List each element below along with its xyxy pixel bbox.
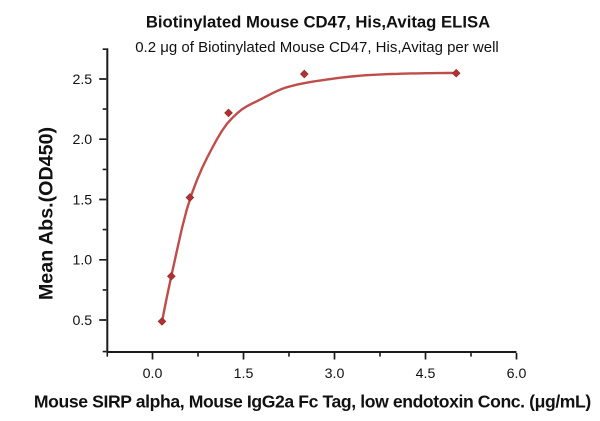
svg-text:Mouse SIRP alpha, Mouse IgG2a: Mouse SIRP alpha, Mouse IgG2a Fc Tag, lo…: [34, 392, 591, 412]
svg-text:1.5: 1.5: [72, 192, 92, 208]
svg-text:4.5: 4.5: [416, 366, 436, 382]
svg-text:0.5: 0.5: [72, 313, 92, 329]
svg-text:6.0: 6.0: [507, 366, 527, 382]
svg-text:1.0: 1.0: [72, 253, 92, 269]
svg-text:0.2 μg of Biotinylated Mouse C: 0.2 μg of Biotinylated Mouse CD47, His,A…: [135, 39, 499, 56]
svg-text:0.0: 0.0: [143, 366, 163, 382]
svg-text:Mean Abs.(OD450): Mean Abs.(OD450): [36, 127, 58, 300]
svg-text:2.5: 2.5: [72, 72, 92, 88]
svg-text:Biotinylated Mouse CD47, His,A: Biotinylated Mouse CD47, His,Avitag ELIS…: [146, 12, 490, 31]
svg-text:2.0: 2.0: [72, 132, 92, 148]
svg-text:3.0: 3.0: [325, 366, 345, 382]
svg-text:1.5: 1.5: [234, 366, 254, 382]
